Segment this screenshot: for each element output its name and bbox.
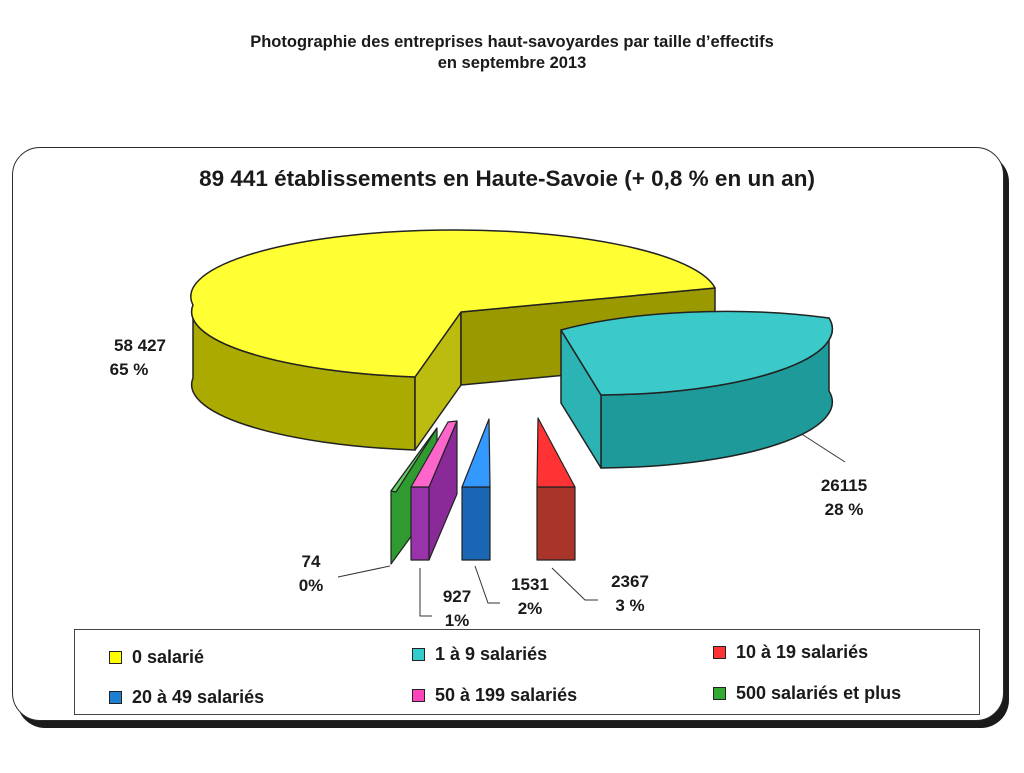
slice-5-top <box>390 427 438 493</box>
label-slice-1-pct: 28 % <box>824 500 864 519</box>
slice-50-199 <box>410 420 458 561</box>
label-slice-4-pct: 1% <box>444 611 470 630</box>
legend-swatch-1 <box>412 648 425 661</box>
legend-label-4: 50 à 199 salariés <box>435 685 578 705</box>
label-slice-0-pct: 65 % <box>109 360 149 379</box>
legend-label-3: 20 à 49 salariés <box>132 687 265 707</box>
legend-item-3: 20 à 49 salariés <box>109 687 264 708</box>
legend-label-2: 10 à 19 salariés <box>736 642 869 662</box>
label-slice-5: 74 0% <box>286 550 336 598</box>
label-slice-3-value: 1531 <box>511 575 549 594</box>
leader-line-s5 <box>337 565 391 578</box>
label-slice-3: 1531 2% <box>500 573 560 621</box>
legend-swatch-5 <box>713 687 726 700</box>
leader-line-s4 <box>419 568 432 617</box>
slice-10-19 <box>536 417 576 561</box>
slice-4-front <box>410 486 430 561</box>
slice-3-top <box>461 418 491 488</box>
legend-item-2: 10 à 19 salariés <box>713 642 868 663</box>
legend: 0 salarié 1 à 9 salariés 10 à 19 salarié… <box>74 629 980 715</box>
label-slice-1: 26115 28 % <box>808 474 880 522</box>
slice-2-top <box>536 417 576 488</box>
label-slice-0-value: 58 427 <box>114 336 166 355</box>
label-slice-1-value: 26115 <box>820 476 868 495</box>
legend-swatch-0 <box>109 651 122 664</box>
legend-item-1: 1 à 9 salariés <box>412 644 547 665</box>
legend-swatch-3 <box>109 691 122 704</box>
legend-item-5: 500 salariés et plus <box>713 683 901 704</box>
slice-0-top <box>190 229 716 378</box>
legend-label-5: 500 salariés et plus <box>736 683 902 703</box>
legend-swatch-2 <box>713 646 726 659</box>
page-title-line1: Photographie des entreprises haut-savoya… <box>250 33 774 51</box>
label-slice-5-value: 74 <box>301 552 321 571</box>
slice-20-49 <box>461 418 491 561</box>
legend-item-4: 50 à 199 salariés <box>412 685 577 706</box>
label-slice-2-pct: 3 % <box>615 596 645 615</box>
slice-3-front <box>461 486 491 561</box>
legend-item-0: 0 salarié <box>109 647 204 668</box>
slice-2-front <box>536 486 576 561</box>
legend-label-1: 1 à 9 salariés <box>435 644 548 664</box>
slice-1-top <box>560 310 834 396</box>
slice-4-top <box>410 420 458 488</box>
leader-line-s1 <box>799 432 846 463</box>
label-slice-4: 927 1% <box>432 585 482 633</box>
label-slice-4-value: 927 <box>442 587 472 606</box>
label-slice-3-pct: 2% <box>517 599 543 618</box>
page-title: Photographie des entreprises haut-savoya… <box>0 32 1024 74</box>
leader-line-s3 <box>474 565 500 604</box>
leader-lines <box>337 432 846 617</box>
label-slice-2-value: 2367 <box>611 572 649 591</box>
legend-label-0: 0 salarié <box>132 647 205 667</box>
chart-title: 89 441 établissements en Haute-Savoie (+… <box>199 166 815 191</box>
label-slice-2: 2367 3 % <box>600 570 660 618</box>
slice-1-9-salaries <box>560 310 834 469</box>
legend-swatch-4 <box>412 689 425 702</box>
page-title-line2: en septembre 2013 <box>437 54 587 72</box>
leader-line-s2 <box>551 567 598 601</box>
label-slice-5-pct: 0% <box>298 576 324 595</box>
label-slice-0: 58 427 65 % <box>86 334 166 382</box>
